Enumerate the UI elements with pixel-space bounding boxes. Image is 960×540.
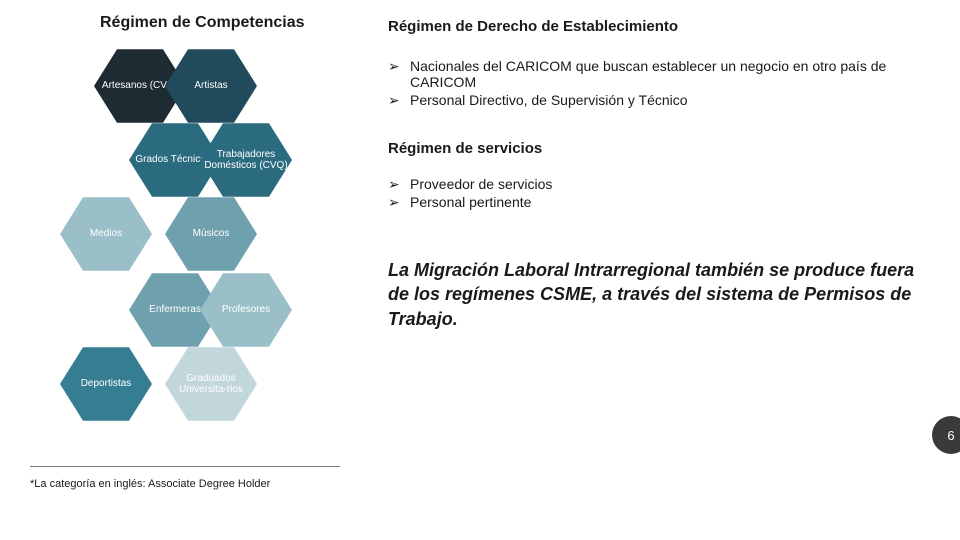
bullet-item: Nacionales del CARICOM que buscan establ… bbox=[388, 58, 936, 90]
hex-label: Medios bbox=[90, 228, 122, 240]
bullets-servicios: Proveedor de servicios Personal pertinent… bbox=[388, 176, 936, 212]
hex-label: Deportistas bbox=[81, 378, 132, 390]
bullets-establecimiento: Nacionales del CARICOM que buscan establ… bbox=[388, 58, 936, 110]
hex-trabajadores: Trabajadores Domésticos (CVQ) bbox=[200, 120, 292, 200]
left-title: Régimen de Competencias bbox=[100, 14, 305, 32]
hex-label: Graduados Universita-rios bbox=[169, 373, 253, 396]
footnote-divider bbox=[30, 466, 340, 467]
hex-label: Trabajadores Domésticos (CVQ) bbox=[204, 149, 288, 172]
hex-label: Músicos bbox=[193, 228, 230, 240]
bullet-item: Personal pertinente bbox=[388, 194, 936, 210]
hex-label: Artistas bbox=[194, 80, 227, 92]
hex-label: Enfermeras bbox=[149, 304, 201, 316]
hex-artistas: Artistas bbox=[165, 46, 257, 126]
hex-deportistas: Deportistas bbox=[60, 344, 152, 424]
slide: Régimen de Competencias Artesanos (CVQ)A… bbox=[0, 0, 960, 540]
hex-profesores: Profesores bbox=[200, 270, 292, 350]
page-number: 6 bbox=[932, 416, 960, 454]
bullet-item: Personal Directivo, de Supervisión y Téc… bbox=[388, 92, 936, 108]
hex-label: Profesores bbox=[222, 304, 270, 316]
heading-servicios: Régimen de servicios bbox=[388, 140, 936, 157]
bullet-item: Proveedor de servicios bbox=[388, 176, 936, 192]
heading-establecimiento: Régimen de Derecho de Establecimiento bbox=[388, 18, 936, 35]
hex-medios: Medios bbox=[60, 194, 152, 274]
hex-musicos: Músicos bbox=[165, 194, 257, 274]
footnote-text: *La categoría en inglés: Associate Degre… bbox=[30, 478, 270, 490]
note-intrarregional: La Migración Laboral Intrarregional tamb… bbox=[388, 258, 936, 331]
hex-graduados: Graduados Universita-rios bbox=[165, 344, 257, 424]
